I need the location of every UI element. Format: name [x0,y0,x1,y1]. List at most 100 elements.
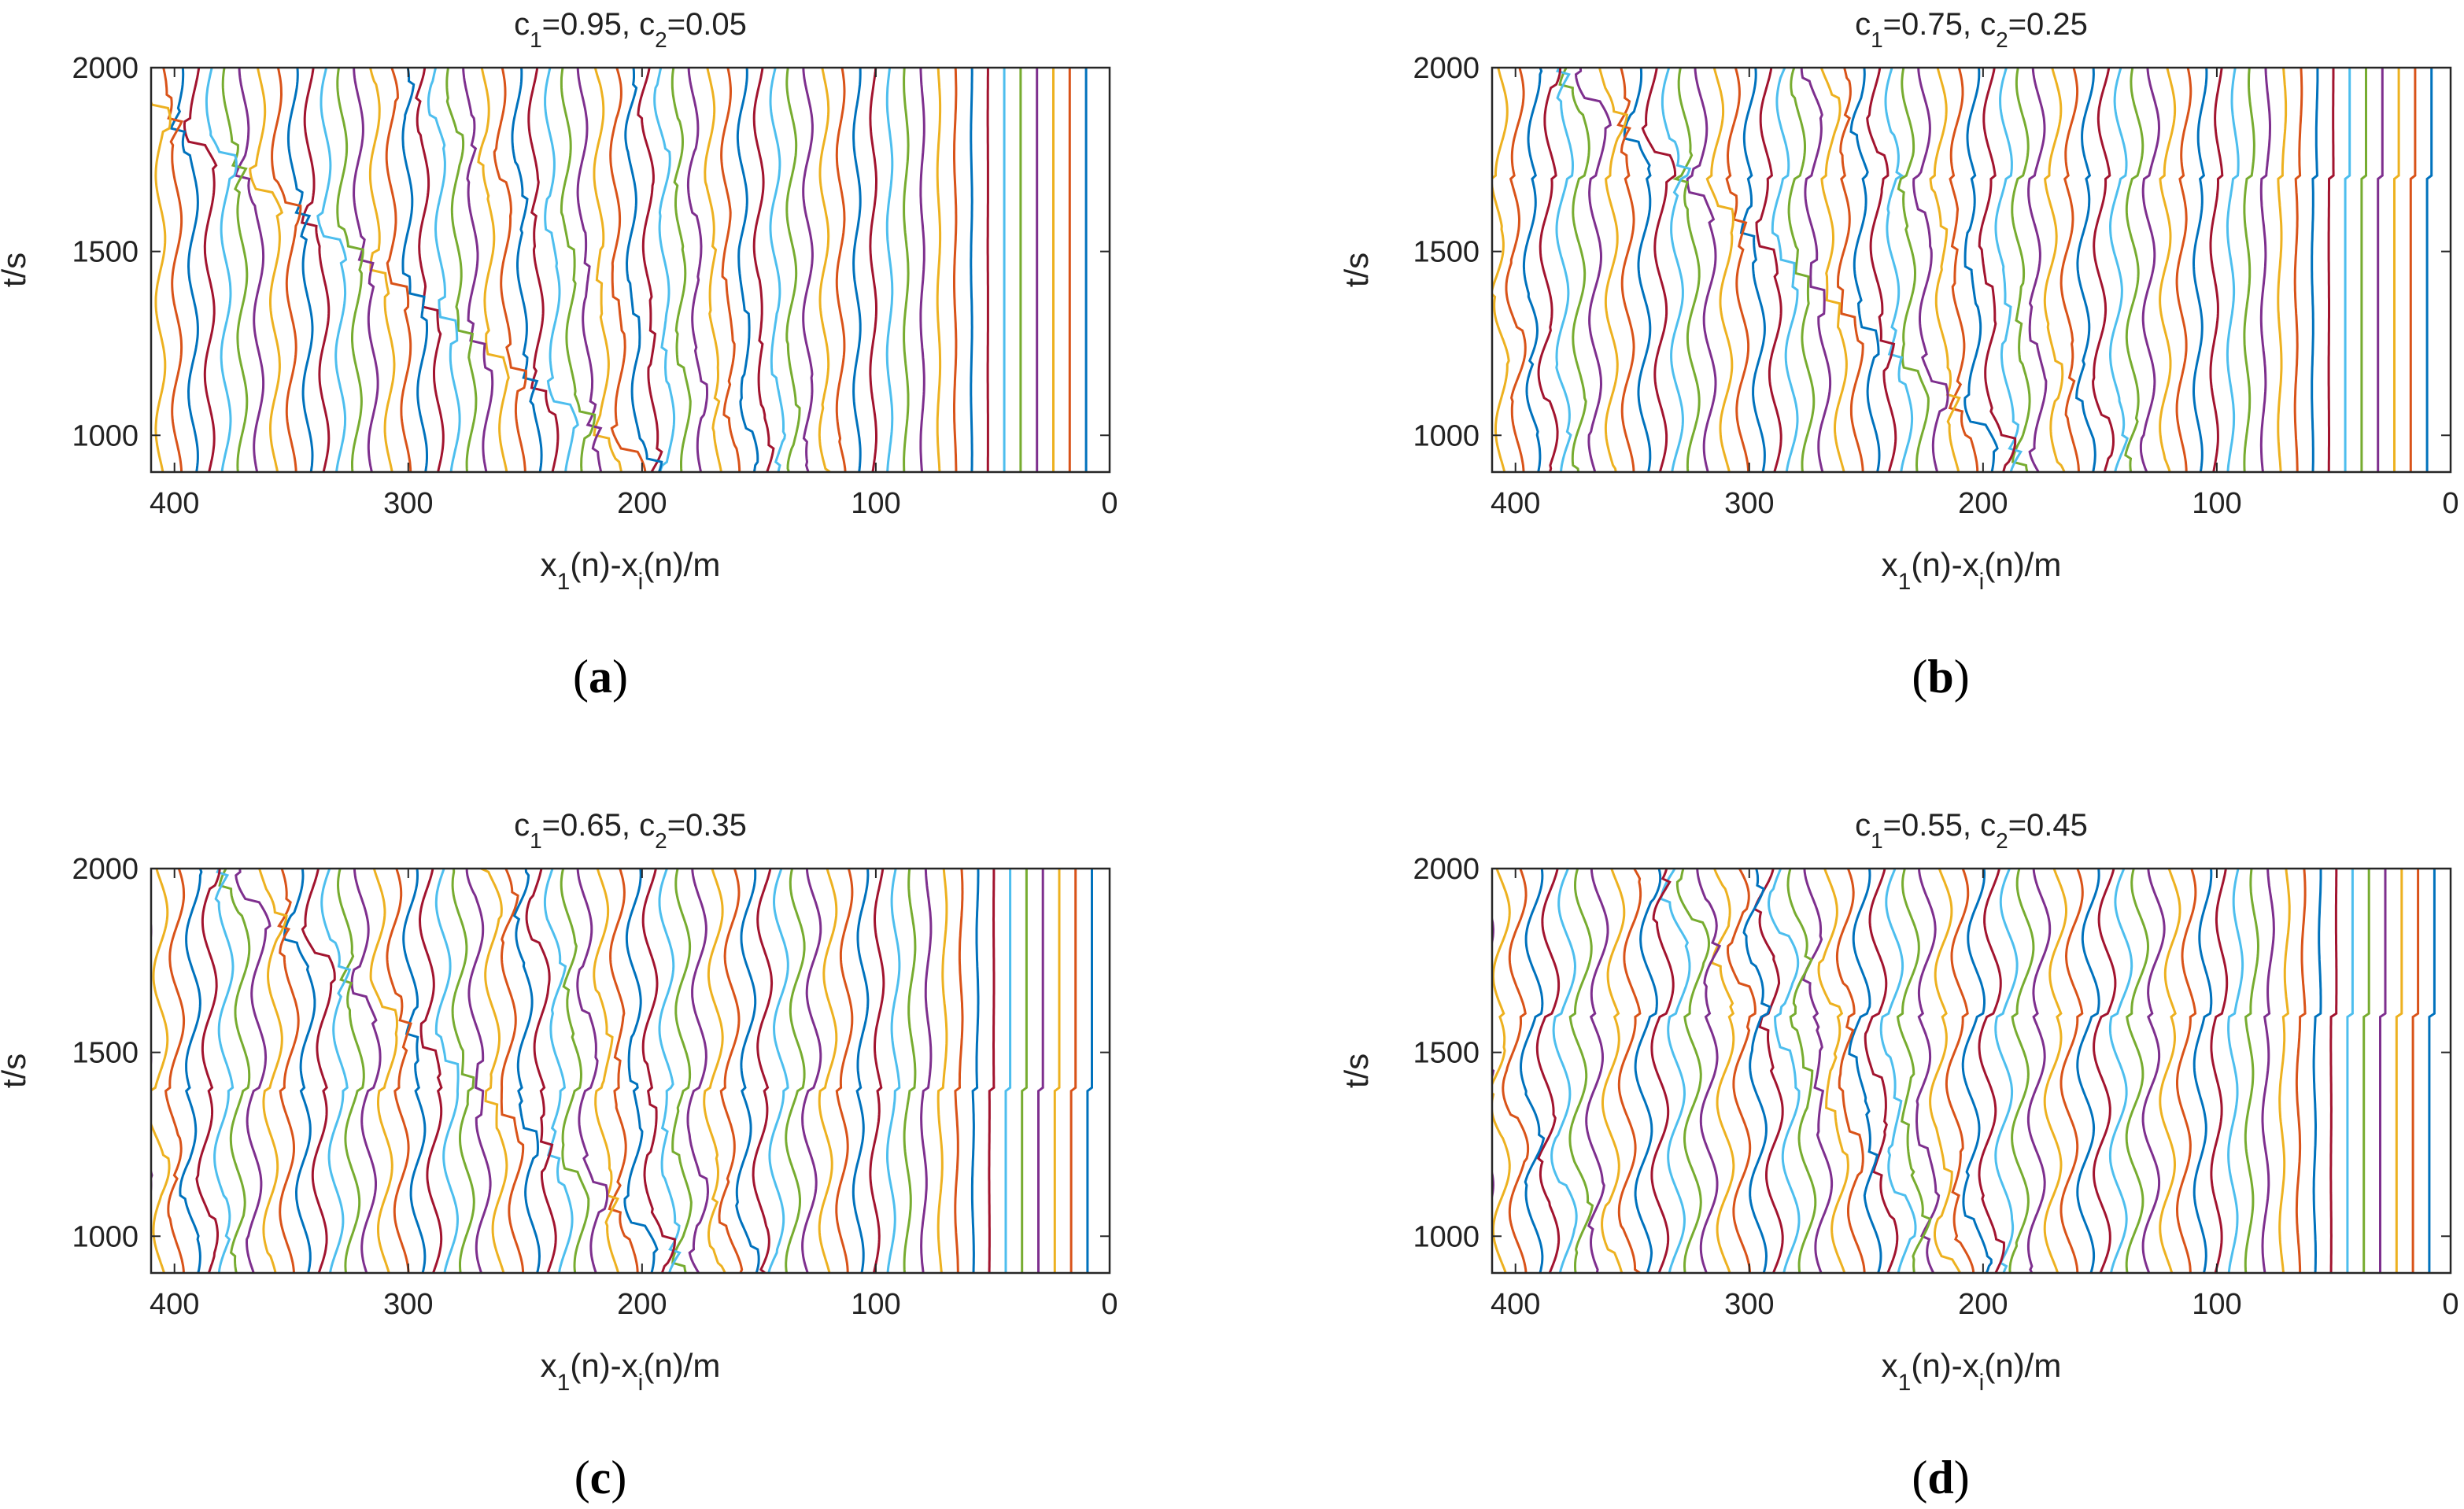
panel-b-x-tick-label: 200 [1958,487,2008,520]
panel-d-vehicle-trajectory [2346,869,2354,1273]
panel-c-vehicle-trajectory [1004,869,1012,1273]
panel-b-vehicle-trajectory [2259,68,2271,472]
panel-c-vehicle-trajectory [164,869,186,1273]
panel-b-vehicle-trajectory [2393,68,2400,472]
panel-a-x-tick-label: 400 [150,487,199,520]
panel-a-vehicle-trajectory [415,68,445,472]
panel-d-vehicle-trajectory [2093,869,2117,1273]
panel-c-vehicle-trajectory [1069,869,1077,1273]
panel-c-vehicle-trajectory [1086,869,1093,1273]
panel-a-vehicle-trajectory [462,68,494,472]
panel-c-vehicle-trajectory [213,869,235,1273]
panel-a-vehicle-trajectory [151,99,172,472]
panel-c-vehicle-trajectory [402,869,427,1273]
panel-c-vehicle-trajectory [560,869,590,1273]
panel-d-vehicle-trajectory [2210,869,2229,1273]
panel-b-vehicle-trajectory [1897,68,1930,472]
panel-c-y-tick-label: 1500 [72,1037,139,1070]
panel-d-vehicle-trajectory [2227,869,2244,1273]
panel-a-vehicle-trajectory [286,68,314,472]
panel-a-vehicle-trajectory [234,68,265,472]
panel-c-axes-frame [150,867,1111,1275]
panel-a-vehicle-trajectory [336,68,364,472]
panel-d-vehicle-trajectory [1994,869,2019,1273]
title-c2: c [1980,808,1996,843]
panel-d-vehicle-trajectory [1879,869,1917,1273]
title-c1-value: =0.95, [542,7,639,42]
panel-c-vehicle-trajectory [671,869,693,1273]
panel-a-vehicle-trajectory [885,68,894,472]
panel-a-y-tick-labels: 1000 1500 2000 [72,52,139,452]
panel-a-vehicle-trajectory [385,68,412,472]
panel-b-vehicle-trajectory [2011,68,2031,472]
panel-a-vehicle-trajectory [205,68,238,472]
panel-b-vehicle-trajectory [1849,68,1881,472]
panel-b-vehicle-trajectory [1505,68,1527,472]
panel-a-vehicle-trajectory [653,68,676,472]
title-c2: c [1980,7,1996,42]
panel-c-vehicle-trajectory [767,869,789,1273]
panel-b-ticks [1492,67,2451,472]
panel-b-x-axis-label: x1(n)-xi(n)/m [1882,546,2062,595]
panel-d-vehicle-trajectory [2295,869,2307,1273]
panel-d-vehicle-trajectory [2362,869,2370,1273]
title-c1-value: =0.75, [1883,7,1980,42]
panel-b-vehicle-trajectory [1800,68,1832,472]
panel-d-vehicle-trajectory [1817,869,1849,1273]
panel-b-x-tick-label: 300 [1724,487,1774,520]
panel-d-vehicle-trajectory [2379,869,2387,1273]
title-c2: c [639,7,655,42]
panel-a-vehicle-trajectory [477,68,510,472]
panel-c-vehicle-trajectory [641,869,676,1273]
panel-c-vehicle-trajectory [623,869,659,1273]
panel-c-title: c1=0.65, c2=0.35 [514,808,747,853]
panel-d-x-tick-label: 100 [2192,1288,2241,1321]
panel-b-vehicle-trajectory [2192,68,2208,472]
panel-d-title: c1=0.55, c2=0.45 [1855,808,2088,853]
panel-d-vehicle-trajectory [1660,869,1691,1273]
panel-c-vehicle-trajectory [735,869,760,1273]
panel-b-title: c1=0.75, c2=0.25 [1855,7,2088,52]
panel-c-vehicle-trajectory [835,869,854,1273]
panel-a-ticks [151,67,1110,472]
panel-b-vehicle-trajectory [2043,68,2066,472]
panel-b-vehicle-trajectory [1866,68,1897,472]
panel-a-vehicle-trajectory [903,68,910,472]
panel-d-vehicle-trajectory [2043,869,2067,1273]
panel-d-vehicle-trajectory [2059,869,2084,1273]
panel-d-vehicle-trajectory [1502,869,1530,1273]
panel-d-vehicle-trajectory [1786,869,1817,1273]
panel-b-vehicle-trajectory [1661,68,1692,472]
panel-c-vehicle-trajectory [818,869,838,1273]
panel-b-vehicle-trajectory [1836,68,1864,472]
panel-c: c1=0.65, c2=0.35 400 300 200 100 0 100015002… [0,808,1118,1503]
panel-a-vehicle-trajectory [835,68,847,472]
title-c2-value: =0.35 [667,808,747,843]
panel-a: c1=0.95, c2=0.05 400 300 200 100 0 100015002… [0,7,1118,703]
panel-b-vehicle-trajectory [2059,68,2080,472]
panel-d-vehicle-trajectory [2125,869,2150,1273]
panel-b-vehicle-trajectory [1555,68,1575,472]
panel-d-vehicle-trajectory [1929,869,1962,1273]
panel-a-vehicle-trajectory [169,68,199,472]
panel-a-vehicle-trajectory [427,68,461,472]
panel-b-vehicle-trajectory [1912,68,1949,472]
panel-b-caption: (b) [1912,651,1969,703]
panel-b-vehicle-trajectory [2425,68,2433,472]
panel-d-vehicle-trajectory [1753,869,1784,1273]
panel-b-vehicle-trajectory [2360,68,2367,472]
panel-a-vehicle-trajectory [752,68,775,472]
panel-b-vehicle-trajectory [1522,68,1543,472]
panel-b-x-tick-label: 400 [1491,487,1540,520]
panel-d-caption: (d) [1912,1452,1969,1503]
title-c2-subscript: 2 [1996,28,2008,52]
panel-a-vehicle-trajectory [544,68,579,472]
panel-d-vehicle-trajectory [1550,869,1578,1273]
panel-a-vehicle-trajectory [785,68,801,472]
panel-d-vehicle-trajectory [2312,869,2322,1273]
panel-a-vehicle-trajectory [316,68,348,472]
panel-c-vehicle-trajectory [320,869,352,1273]
panel-a-vehicle-trajectory [802,68,814,472]
